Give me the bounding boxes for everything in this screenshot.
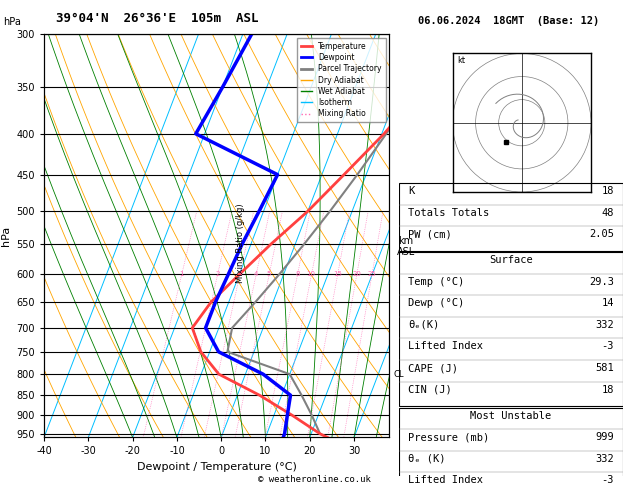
Text: 999: 999 xyxy=(595,432,614,442)
Text: Surface: Surface xyxy=(489,256,533,265)
Text: © weatheronline.co.uk: © weatheronline.co.uk xyxy=(258,474,371,484)
Text: hPa: hPa xyxy=(3,17,21,27)
Text: θₑ (K): θₑ (K) xyxy=(408,453,446,464)
Text: 14: 14 xyxy=(601,298,614,309)
Bar xyxy=(399,183,623,251)
Text: 332: 332 xyxy=(595,320,614,330)
Text: Totals Totals: Totals Totals xyxy=(408,208,489,218)
Text: 10: 10 xyxy=(307,271,316,278)
Text: Temp (°C): Temp (°C) xyxy=(408,277,465,287)
Text: 4: 4 xyxy=(253,271,258,278)
Text: 18: 18 xyxy=(601,384,614,395)
Text: K: K xyxy=(408,186,415,196)
Legend: Temperature, Dewpoint, Parcel Trajectory, Dry Adiabat, Wet Adiabat, Isotherm, Mi: Temperature, Dewpoint, Parcel Trajectory… xyxy=(297,38,386,122)
Text: kt: kt xyxy=(457,56,465,65)
Text: 2: 2 xyxy=(215,271,220,278)
Text: CAPE (J): CAPE (J) xyxy=(408,363,459,373)
Text: 8: 8 xyxy=(295,271,299,278)
Text: Lifted Index: Lifted Index xyxy=(408,475,483,485)
Bar xyxy=(399,252,623,406)
Text: 2.05: 2.05 xyxy=(589,229,614,240)
Text: 332: 332 xyxy=(595,453,614,464)
Text: CIN (J): CIN (J) xyxy=(408,384,452,395)
Text: 1: 1 xyxy=(179,271,184,278)
Text: 29.3: 29.3 xyxy=(589,277,614,287)
Y-axis label: km
ASL: km ASL xyxy=(397,236,415,257)
X-axis label: Dewpoint / Temperature (°C): Dewpoint / Temperature (°C) xyxy=(137,462,297,472)
Text: Mixing Ratio (g/kg): Mixing Ratio (g/kg) xyxy=(236,203,245,283)
Text: PW (cm): PW (cm) xyxy=(408,229,452,240)
Text: θₑ(K): θₑ(K) xyxy=(408,320,440,330)
Text: Dewp (°C): Dewp (°C) xyxy=(408,298,465,309)
Text: 20: 20 xyxy=(352,271,361,278)
Text: Pressure (mb): Pressure (mb) xyxy=(408,432,489,442)
Text: CL: CL xyxy=(394,370,404,379)
Text: 5: 5 xyxy=(267,271,271,278)
Text: 3: 3 xyxy=(237,271,242,278)
Text: -3: -3 xyxy=(601,475,614,485)
Text: 06.06.2024  18GMT  (Base: 12): 06.06.2024 18GMT (Base: 12) xyxy=(418,16,599,26)
Text: Lifted Index: Lifted Index xyxy=(408,342,483,351)
Text: 48: 48 xyxy=(601,208,614,218)
Text: 581: 581 xyxy=(595,363,614,373)
Bar xyxy=(399,408,623,486)
Text: 39°04'N  26°36'E  105m  ASL: 39°04'N 26°36'E 105m ASL xyxy=(56,12,259,25)
Text: 25: 25 xyxy=(367,271,376,278)
Text: -3: -3 xyxy=(601,342,614,351)
Text: Most Unstable: Most Unstable xyxy=(470,411,552,420)
Text: 18: 18 xyxy=(601,186,614,196)
Text: 15: 15 xyxy=(333,271,342,278)
Y-axis label: hPa: hPa xyxy=(1,226,11,246)
